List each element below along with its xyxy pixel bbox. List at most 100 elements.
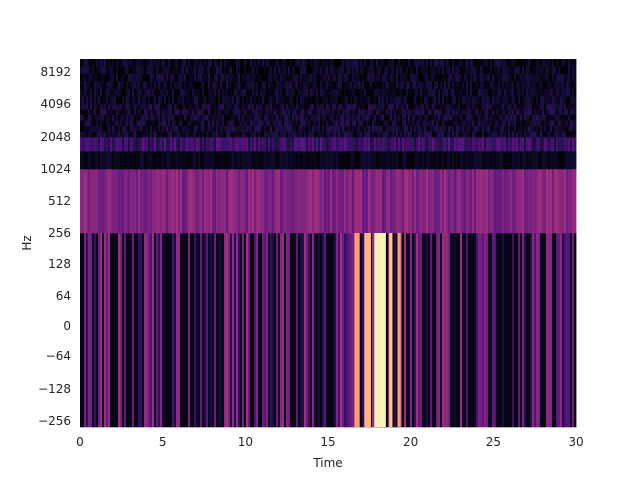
spectrogram-cell <box>342 89 345 97</box>
spectrogram-cell <box>172 169 175 234</box>
spectrogram-cell <box>552 74 555 82</box>
spectrogram-cell <box>180 104 183 110</box>
spectrogram-cell <box>252 109 255 116</box>
spectrogram-cell <box>268 131 271 138</box>
spectrogram-cell <box>92 115 95 121</box>
spectrogram-cell <box>352 115 355 121</box>
spectrogram-cell <box>372 89 375 97</box>
spectrogram-cell <box>82 169 85 234</box>
spectrogram-cell <box>202 126 205 132</box>
spectrogram-cell <box>536 126 539 132</box>
spectrogram-cell <box>288 74 291 82</box>
spectrogram-cell <box>552 59 555 67</box>
spectrogram-cell <box>360 104 363 110</box>
spectrogram-cell <box>280 96 283 105</box>
spectrogram-cell <box>300 126 303 132</box>
spectrogram-cell <box>240 151 243 170</box>
spectrogram-cell <box>542 169 545 234</box>
spectrogram-cell <box>338 131 341 138</box>
spectrogram-cell <box>532 115 535 121</box>
spectrogram-cell <box>172 66 175 75</box>
spectrogram-cell <box>468 115 471 121</box>
spectrogram-cell <box>356 109 359 116</box>
spectrogram-cell <box>478 96 481 105</box>
spectrogram-cell <box>226 66 229 75</box>
spectrogram-cell <box>444 233 447 428</box>
spectrogram-cell <box>268 66 271 75</box>
spectrogram-cell <box>266 233 269 428</box>
spectrogram-cell <box>570 233 573 428</box>
spectrogram-cell <box>502 115 505 121</box>
spectrogram-cell <box>374 169 377 234</box>
spectrogram-cell <box>560 74 563 82</box>
spectrogram-cell <box>82 120 85 127</box>
spectrogram-cell <box>342 151 345 170</box>
spectrogram-cell <box>390 151 393 170</box>
spectrogram-cell <box>98 131 101 138</box>
spectrogram-cell <box>520 126 523 132</box>
spectrogram-cell <box>386 233 389 428</box>
spectrogram-cell <box>130 151 133 170</box>
spectrogram-cell <box>148 109 151 116</box>
spectrogram-cell <box>484 59 487 67</box>
spectrogram-cell <box>552 115 555 121</box>
spectrogram-cell <box>212 81 215 90</box>
spectrogram-cell <box>564 233 567 428</box>
spectrogram-cell <box>508 89 511 97</box>
spectrogram-cell <box>130 126 133 132</box>
spectrogram-cell <box>498 137 501 152</box>
spectrogram-cell <box>280 74 283 82</box>
spectrogram-cell <box>180 81 183 90</box>
spectrogram-cell <box>558 137 561 152</box>
spectrogram-cell <box>266 109 269 116</box>
spectrogram-cell <box>560 115 563 121</box>
spectrogram-cell <box>304 109 307 116</box>
spectrogram-cell <box>324 233 327 428</box>
spectrogram-cell <box>284 66 287 75</box>
spectrogram-cell <box>450 126 453 132</box>
spectrogram-cell <box>332 151 335 170</box>
spectrogram-cell <box>242 137 245 152</box>
spectrogram-cell <box>82 137 85 152</box>
spectrogram-cell <box>214 81 217 90</box>
spectrogram-cell <box>420 66 423 75</box>
spectrogram-cell <box>328 109 331 116</box>
spectrogram-cell <box>304 126 307 132</box>
spectrogram-cell <box>368 120 371 127</box>
spectrogram-cell <box>312 109 315 116</box>
spectrogram-cell <box>356 74 359 82</box>
spectrogram-cell <box>206 137 209 152</box>
spectrogram-cell <box>312 74 315 82</box>
spectrogram-cell <box>400 96 403 105</box>
spectrogram-cell <box>210 120 213 127</box>
spectrogram-cell <box>480 126 483 132</box>
spectrogram-cell <box>310 59 313 67</box>
spectrogram-cell <box>322 169 325 234</box>
spectrogram-cell <box>204 169 207 234</box>
spectrogram-cell <box>86 89 89 97</box>
spectrogram-cell <box>440 115 443 121</box>
spectrogram-cell <box>498 109 501 116</box>
spectrogram-cell <box>204 81 207 90</box>
spectrogram-cell <box>322 126 325 132</box>
spectrogram-cell <box>544 137 547 152</box>
spectrogram-cell <box>152 109 155 116</box>
spectrogram-cell <box>234 66 237 75</box>
spectrogram-cell <box>404 120 407 127</box>
spectrogram-cell <box>566 169 569 234</box>
spectrogram-cell <box>108 169 111 234</box>
spectrogram-cell <box>302 59 305 67</box>
spectrogram-cell <box>140 151 143 170</box>
spectrogram-cell <box>284 81 287 90</box>
spectrogram-cell <box>174 66 177 75</box>
spectrogram-cell <box>554 104 557 110</box>
spectrogram-cell <box>286 96 289 105</box>
spectrogram-cell <box>400 120 403 127</box>
spectrogram-cell <box>372 126 375 132</box>
spectrogram-cell <box>538 66 541 75</box>
spectrogram-cell <box>164 169 167 234</box>
spectrogram-cell <box>414 59 417 67</box>
spectrogram-cell <box>260 126 263 132</box>
spectrogram-cell <box>486 131 489 138</box>
